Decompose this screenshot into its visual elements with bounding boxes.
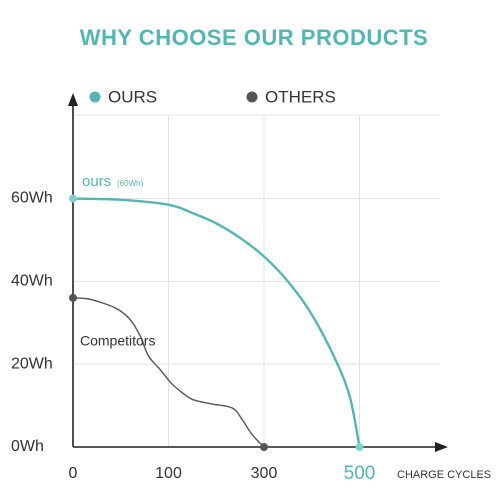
x-tick-label: 300 [251,465,278,482]
annotation: Competitors [80,333,155,349]
legend-marker [89,91,101,103]
x-tick-label: 0 [69,465,78,482]
series-endpoint [355,443,364,451]
x-axis-label: CHARGE CYCLES [397,469,491,481]
x-tick-label: 100 [155,465,182,482]
y-tick-label: 0Wh [11,438,44,455]
annotation: (60Wh) [117,179,144,188]
x-axis-arrow [435,442,448,452]
y-axis-arrow [68,93,78,106]
annotation: ours [82,173,111,190]
series-endpoint [69,293,77,302]
series-line [72,297,265,448]
series-endpoint [260,443,268,451]
x-tick-label: 500 [344,463,376,484]
y-tick-label: 20Wh [11,355,53,372]
chart-title: WHY CHOOSE OUR PRODUCTS [80,25,428,50]
y-tick-label: 40Wh [11,273,53,290]
legend-marker [246,91,258,103]
y-tick-label: 60Wh [11,190,53,207]
series-line [72,197,361,448]
grid [73,114,440,447]
legend-label: OURS [108,87,157,106]
legend-label: OTHERS [265,87,336,106]
series-endpoint [69,194,77,203]
